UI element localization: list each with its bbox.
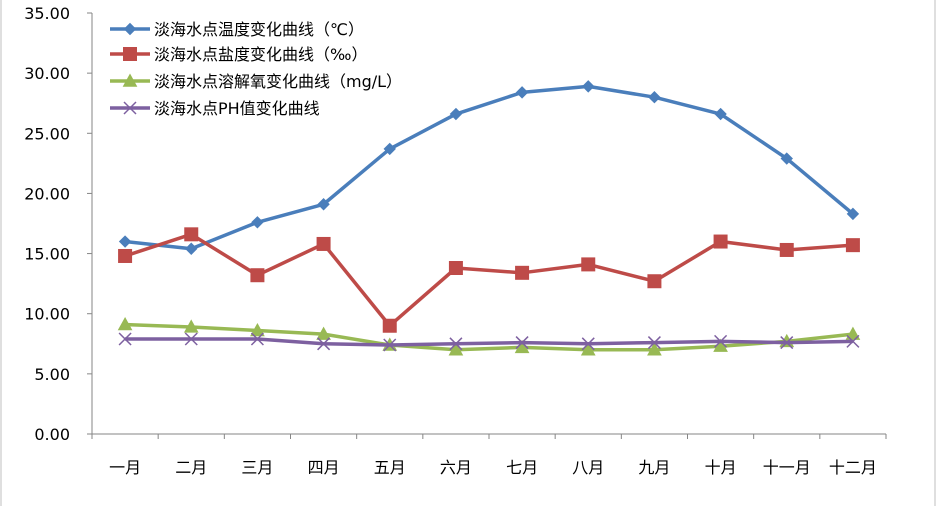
data-point	[846, 334, 860, 348]
legend-label: 淡海水点盐度变化曲线（‰）	[154, 45, 367, 64]
data-point	[845, 238, 860, 253]
legend-label: 淡海水点温度变化曲线（℃）	[154, 20, 364, 39]
data-point	[117, 317, 133, 331]
x-tick-label: 六月	[440, 458, 472, 477]
data-point	[382, 318, 397, 333]
x-tick-label: 十二月	[829, 458, 877, 477]
x-tick-label: 一月	[109, 458, 141, 477]
data-point	[317, 337, 331, 351]
series-3	[117, 317, 861, 356]
data-point	[647, 274, 662, 289]
data-point	[713, 234, 728, 249]
data-point	[250, 332, 264, 346]
data-point	[185, 242, 198, 255]
x-tick-label: 三月	[241, 458, 273, 477]
x-axis-ticks: 一月 二月 三月 四月 五月 六月 七月 八月 九月 十月 十一月 十二月	[91, 434, 887, 477]
data-point	[714, 107, 727, 121]
data-point	[581, 337, 595, 351]
y-tick-label: 15.00	[24, 245, 70, 264]
data-point	[779, 242, 794, 257]
data-point	[515, 86, 529, 99]
data-point	[515, 265, 530, 280]
data-point	[515, 336, 529, 350]
data-point	[714, 334, 728, 348]
data-point	[316, 236, 331, 251]
data-point	[383, 338, 397, 352]
data-point	[448, 342, 464, 356]
y-tick-label: 30.00	[24, 64, 70, 83]
data-point	[580, 342, 596, 356]
data-point	[846, 207, 860, 221]
legend-marker	[122, 73, 138, 87]
legend-item: 淡海水点温度变化曲线（℃）	[110, 20, 364, 39]
data-point	[118, 332, 132, 346]
data-point	[118, 235, 132, 248]
x-tick-label: 十月	[705, 458, 737, 477]
y-tick-label: 25.00	[24, 124, 70, 143]
data-point	[647, 342, 662, 356]
x-tick-label: 二月	[175, 458, 207, 477]
legend-item: 淡海水点溶解氧变化曲线（mg/L）	[110, 72, 402, 91]
data-point	[581, 257, 596, 272]
data-point	[316, 326, 331, 340]
y-tick-label: 0.00	[34, 425, 70, 444]
x-tick-label: 七月	[506, 458, 538, 477]
data-point	[183, 319, 199, 333]
x-tick-label: 五月	[374, 458, 406, 477]
data-point	[184, 227, 199, 242]
legend-marker	[123, 101, 137, 115]
x-tick-label: 八月	[572, 458, 604, 477]
series-4	[118, 332, 860, 352]
series-2	[118, 227, 860, 333]
data-point	[845, 326, 861, 340]
data-point	[648, 90, 661, 104]
data-point	[582, 80, 595, 93]
y-axis-ticks: 0.00 5.00 10.00 15.00 20.00 25.00 30.00 35.00	[24, 4, 92, 444]
data-point	[250, 323, 265, 337]
data-point	[118, 248, 133, 263]
legend-marker	[123, 22, 137, 36]
x-tick-label: 四月	[308, 458, 340, 477]
legend-item: 淡海水点盐度变化曲线（‰）	[110, 45, 367, 64]
data-point	[317, 198, 330, 211]
legend: 淡海水点温度变化曲线（℃） 淡海水点盐度变化曲线（‰） 淡海水点溶解氧变化曲线（mg…	[110, 20, 402, 118]
data-point	[780, 336, 794, 350]
data-point	[449, 107, 463, 121]
legend-label: 淡海水点PH值变化曲线	[154, 99, 320, 118]
series-1	[118, 80, 860, 255]
legend-label: 淡海水点溶解氧变化曲线（mg/L）	[154, 72, 402, 91]
data-point	[184, 332, 198, 346]
series-layer	[117, 80, 861, 356]
series-line	[124, 232, 854, 328]
data-point	[449, 337, 463, 351]
y-tick-label: 5.00	[34, 365, 70, 384]
data-point	[250, 268, 265, 283]
data-point	[780, 152, 793, 165]
y-tick-label: 10.00	[24, 305, 70, 324]
legend-marker	[123, 47, 137, 61]
y-tick-label: 35.00	[24, 4, 70, 23]
data-point	[383, 142, 396, 156]
y-tick-label: 20.00	[24, 184, 70, 203]
legend-item: 淡海水点PH值变化曲线	[110, 99, 320, 118]
data-point	[251, 216, 264, 229]
series-line	[125, 337, 853, 347]
series-line	[125, 322, 854, 352]
x-tick-label: 九月	[638, 458, 670, 477]
data-point	[448, 261, 463, 276]
x-tick-label: 十一月	[763, 458, 811, 477]
series-line	[124, 84, 855, 251]
data-point	[647, 336, 661, 350]
